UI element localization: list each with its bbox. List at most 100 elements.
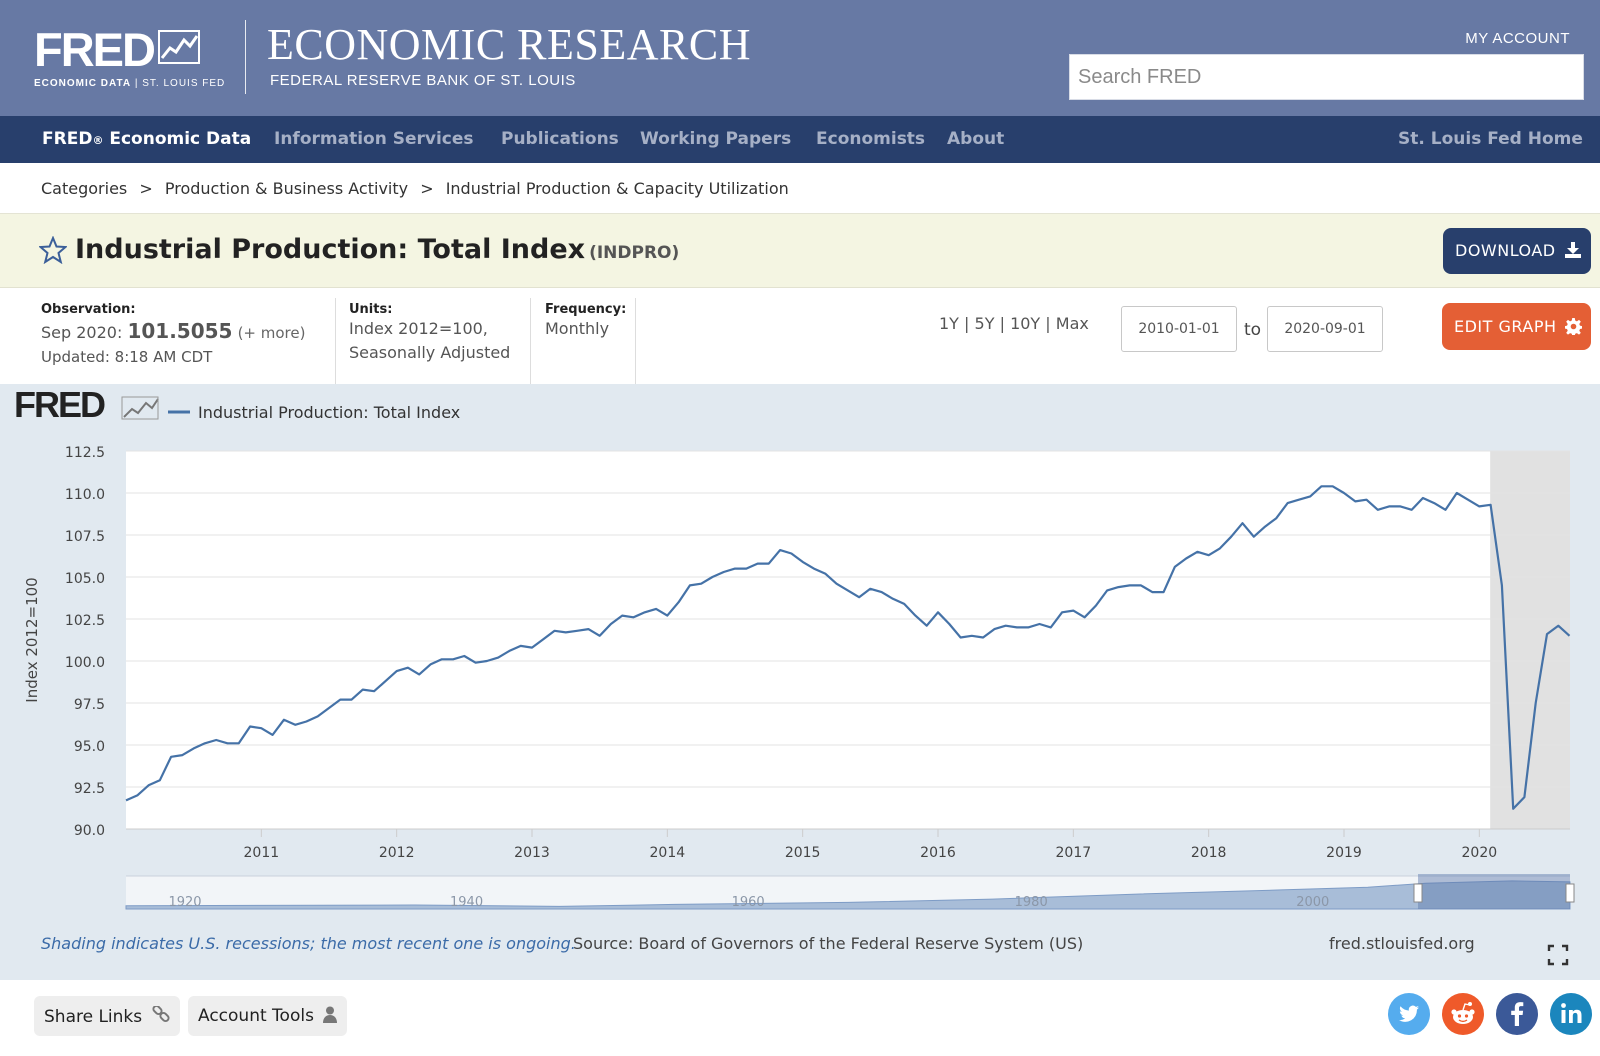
frequency-value: Monthly — [545, 319, 610, 338]
x-tick-label: 2020 — [1462, 845, 1498, 861]
navigator-label: 1980 — [1015, 895, 1048, 910]
navigator-label: 2000 — [1296, 895, 1329, 910]
main-nav: FRED® Economic Data Information Services… — [0, 116, 1600, 163]
series-title: Industrial Production: Total Index (INDPR… — [75, 234, 680, 265]
star-icon[interactable] — [39, 236, 67, 264]
y-tick-label: 90.0 — [74, 823, 105, 839]
observation-date: Sep 2020: — [41, 323, 123, 342]
observation-value: 101.5055 — [127, 319, 233, 343]
logo-subtitle: ECONOMIC DATA | ST. LOUIS FED — [34, 78, 226, 89]
site-header: FRED ECONOMIC DATA | ST. LOUIS FED ECONO… — [0, 0, 1600, 116]
nav-publications[interactable]: Publications — [501, 129, 619, 149]
facebook-icon[interactable] — [1496, 993, 1538, 1035]
legend-label: Industrial Production: Total Index — [198, 403, 460, 422]
share-links-button[interactable]: Share Links — [34, 996, 180, 1036]
range-links: 1Y | 5Y | 10Y | Max — [939, 314, 1089, 333]
start-date-input[interactable]: 2010-01-01 — [1121, 306, 1237, 352]
x-tick-label: 2013 — [514, 845, 550, 861]
linkedin-icon[interactable] — [1550, 993, 1592, 1035]
observation-block: Observation: Sep 2020: 101.5055 (+ more)… — [41, 302, 305, 369]
user-icon — [323, 1006, 338, 1023]
gear-icon — [1565, 318, 1583, 336]
logo-chart-icon — [157, 30, 200, 64]
breadcrumb-industrial-production[interactable]: Industrial Production & Capacity Utiliza… — [445, 179, 789, 198]
x-tick-label: 2011 — [244, 845, 280, 861]
edit-graph-button[interactable]: EDIT GRAPH — [1442, 303, 1591, 350]
y-tick-label: 100.0 — [65, 655, 105, 671]
x-tick-label: 2015 — [785, 845, 821, 861]
my-account-link[interactable]: MY ACCOUNT — [1465, 30, 1570, 47]
range-max[interactable]: Max — [1055, 314, 1089, 333]
download-icon — [1565, 242, 1582, 258]
breadcrumb: Categories > Production & Business Activ… — [41, 179, 796, 198]
x-tick-label: 2019 — [1326, 845, 1362, 861]
nav-information-services[interactable]: Information Services — [274, 129, 474, 149]
frequency-block: Frequency: Monthly — [545, 302, 626, 341]
plot-area — [126, 451, 1570, 829]
y-tick-label: 110.0 — [65, 487, 105, 503]
observation-label: Observation: — [41, 302, 136, 317]
x-tick-label: 2018 — [1191, 845, 1227, 861]
nav-about[interactable]: About — [947, 129, 1005, 149]
end-date-input[interactable]: 2020-09-01 — [1267, 306, 1383, 352]
range-1y[interactable]: 1Y — [939, 314, 959, 333]
x-tick-label: 2017 — [1056, 845, 1092, 861]
y-tick-label: 105.0 — [65, 571, 105, 587]
navigator-series — [125, 880, 1571, 910]
range-10y[interactable]: 10Y — [1010, 314, 1041, 333]
search-input[interactable] — [1069, 54, 1584, 100]
recession-shading — [1490, 451, 1570, 829]
x-tick-label: 2016 — [920, 845, 956, 861]
y-tick-label: 112.5 — [65, 445, 105, 461]
nav-working-papers[interactable]: Working Papers — [640, 129, 792, 149]
header-divider — [245, 20, 246, 94]
download-button[interactable]: DOWNLOAD — [1443, 228, 1591, 274]
nav-fred-economic-data[interactable]: FRED® Economic Data — [42, 129, 252, 149]
range-5y[interactable]: 5Y — [974, 314, 995, 333]
meta-divider — [335, 298, 336, 384]
breadcrumb-separator: > — [420, 179, 434, 198]
y-axis-label: Index 2012=100 — [23, 577, 41, 702]
units-line1: Index 2012=100, — [349, 319, 488, 338]
to-label: to — [1244, 320, 1262, 340]
reddit-icon[interactable] — [1442, 993, 1484, 1035]
source-text: Source: Board of Governors of the Federa… — [573, 934, 1084, 953]
fred-logo[interactable]: FRED ECONOMIC DATA | ST. LOUIS FED — [34, 23, 226, 90]
series-id: (INDPRO) — [589, 243, 680, 263]
meta-divider — [635, 298, 636, 384]
navigator-label: 1960 — [732, 895, 765, 910]
chart-logo-frame — [121, 396, 159, 420]
navigator-label: 1920 — [168, 895, 201, 910]
x-tick-label: 2012 — [379, 845, 415, 861]
line-chart[interactable]: FRED Industrial Production: Total Index 11… — [0, 384, 1600, 980]
breadcrumb-separator: > — [139, 179, 153, 198]
units-line2: Seasonally Adjusted — [349, 343, 511, 362]
nav-economists[interactable]: Economists — [816, 129, 926, 149]
y-tick-label: 92.5 — [74, 781, 105, 797]
x-tick-label: 2014 — [650, 845, 686, 861]
units-label: Units: — [349, 302, 393, 317]
y-tick-label: 102.5 — [65, 613, 105, 629]
navigator-selection — [1418, 874, 1570, 909]
econ-research-subtitle: FEDERAL RESERVE BANK OF ST. LOUIS — [270, 72, 576, 89]
frequency-label: Frequency: — [545, 302, 627, 317]
chart-fred-logo: FRED — [14, 384, 105, 425]
fullscreen-icon[interactable] — [1547, 944, 1569, 966]
econ-research-title[interactable]: ECONOMIC RESEARCH — [267, 20, 751, 69]
account-tools-button[interactable]: Account Tools — [188, 996, 348, 1036]
nav-stlouisfed-home[interactable]: St. Louis Fed Home — [1398, 129, 1583, 149]
link-icon — [151, 1004, 170, 1023]
twitter-icon[interactable] — [1388, 993, 1430, 1035]
y-tick-label: 95.0 — [74, 739, 105, 755]
breadcrumb-production[interactable]: Production & Business Activity — [164, 179, 409, 198]
recession-note: Shading indicates U.S. recessions; the m… — [41, 934, 576, 953]
y-tick-label: 107.5 — [65, 529, 105, 545]
more-observations-link[interactable]: (+ more) — [237, 324, 306, 342]
site-url[interactable]: fred.stlouisfed.org — [1329, 934, 1475, 953]
units-block: Units: Index 2012=100, Seasonally Adjust… — [349, 302, 510, 365]
logo-text: FRED — [34, 23, 156, 76]
meta-divider — [530, 298, 531, 384]
navigator-handle — [1413, 883, 1423, 903]
breadcrumb-categories[interactable]: Categories — [41, 179, 128, 198]
navigator-handle — [1565, 883, 1575, 903]
